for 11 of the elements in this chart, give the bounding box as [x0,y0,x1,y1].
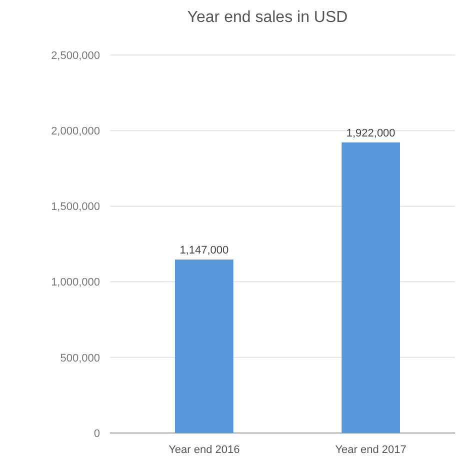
x-tick-label: Year end 2016 [168,444,240,456]
data-label: 1,922,000 [346,127,396,140]
y-tick-label: 2,000,000 [51,125,100,138]
y-tick-label: 2,500,000 [51,50,100,62]
y-tick-label: 1,500,000 [51,201,100,214]
data-label: 1,147,000 [180,244,229,257]
y-tick-label: 1,000,000 [51,276,100,289]
x-tick-label: Year end 2017 [335,444,406,456]
y-tick-label: 500,000 [60,352,100,364]
chart-title: Year end sales in USD [187,9,348,26]
y-tick-label: 0 [94,428,100,440]
